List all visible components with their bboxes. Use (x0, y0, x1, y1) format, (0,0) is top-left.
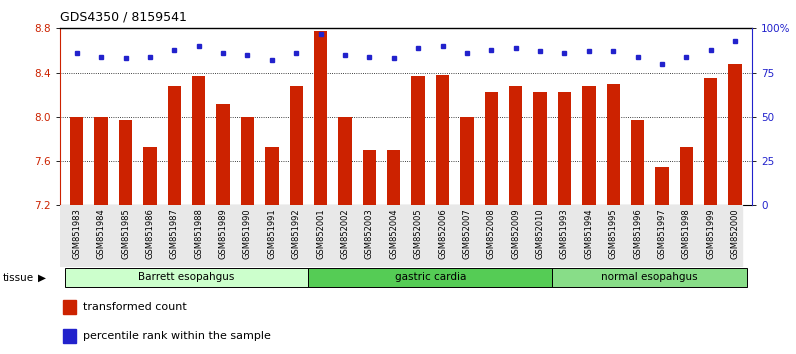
Bar (363, 150, 376, 205)
Text: GSM852007: GSM852007 (462, 209, 471, 259)
Text: GSM851993: GSM851993 (560, 209, 569, 259)
Text: GSM851996: GSM851996 (633, 209, 642, 259)
Bar (240, 117, 254, 205)
Bar (631, 120, 644, 205)
Text: GSM852004: GSM852004 (389, 209, 398, 259)
Bar (265, 147, 279, 205)
Text: Barrett esopahgus: Barrett esopahgus (139, 273, 235, 282)
Bar (533, 92, 547, 205)
Bar (338, 117, 352, 205)
Text: GSM851995: GSM851995 (609, 209, 618, 259)
Text: GSM852009: GSM852009 (511, 209, 521, 259)
Text: GSM852002: GSM852002 (341, 209, 349, 259)
Text: GSM851986: GSM851986 (146, 209, 154, 259)
Bar (460, 117, 474, 205)
Bar (290, 86, 303, 205)
Text: transformed count: transformed count (83, 302, 186, 313)
Bar (168, 86, 181, 205)
Bar (64, 268, 308, 287)
Text: percentile rank within the sample: percentile rank within the sample (83, 331, 271, 341)
Text: GSM851984: GSM851984 (96, 209, 106, 259)
Bar (412, 76, 425, 205)
Text: GSM851992: GSM851992 (291, 209, 301, 259)
Text: GSM852001: GSM852001 (316, 209, 325, 259)
Bar (485, 92, 498, 205)
Text: GSM851988: GSM851988 (194, 209, 203, 259)
Bar (558, 92, 572, 205)
Text: GSM852003: GSM852003 (365, 209, 374, 259)
Bar (308, 268, 552, 287)
Text: GSM851997: GSM851997 (657, 209, 666, 259)
Bar (95, 117, 108, 205)
Text: GSM851987: GSM851987 (170, 209, 179, 259)
Bar (436, 75, 449, 205)
Bar (192, 76, 205, 205)
Bar (314, 30, 327, 205)
Bar (509, 86, 522, 205)
Text: GSM851994: GSM851994 (584, 209, 593, 259)
Text: GSM852006: GSM852006 (438, 209, 447, 259)
Text: GSM851983: GSM851983 (72, 209, 81, 259)
Text: GSM851985: GSM851985 (121, 209, 130, 259)
Bar (70, 117, 84, 205)
Bar (63, 329, 76, 343)
Bar (387, 150, 400, 205)
Bar (217, 104, 230, 205)
Bar (552, 268, 747, 287)
Bar (143, 147, 157, 205)
Text: GSM852008: GSM852008 (487, 209, 496, 259)
Text: GSM851991: GSM851991 (267, 209, 276, 259)
Text: normal esopahgus: normal esopahgus (602, 273, 698, 282)
Text: GSM851990: GSM851990 (243, 209, 252, 259)
Bar (607, 84, 620, 205)
Bar (119, 120, 132, 205)
Bar (728, 64, 742, 205)
Text: GDS4350 / 8159541: GDS4350 / 8159541 (60, 11, 186, 24)
Text: tissue: tissue (2, 273, 33, 283)
Text: gastric cardia: gastric cardia (395, 273, 466, 282)
Text: GSM852000: GSM852000 (731, 209, 739, 259)
Bar (680, 147, 693, 205)
Bar (582, 86, 595, 205)
Text: GSM851999: GSM851999 (706, 209, 716, 259)
Text: GSM852010: GSM852010 (536, 209, 544, 259)
Text: GSM851989: GSM851989 (219, 209, 228, 259)
Text: ▶: ▶ (38, 273, 46, 283)
Bar (704, 78, 717, 205)
Bar (655, 167, 669, 205)
Text: GSM852005: GSM852005 (414, 209, 423, 259)
Bar (63, 301, 76, 314)
Text: GSM851998: GSM851998 (682, 209, 691, 259)
